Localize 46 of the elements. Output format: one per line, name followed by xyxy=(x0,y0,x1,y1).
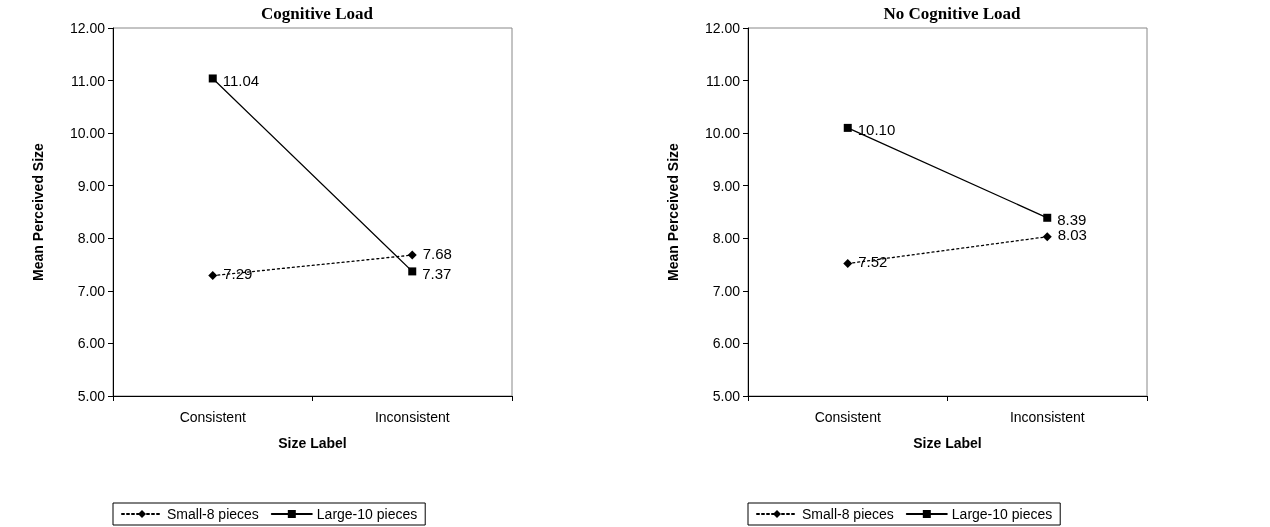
data-label: 8.39 xyxy=(1057,211,1087,229)
point xyxy=(843,259,853,269)
x-axis-title: Size Label xyxy=(913,435,982,451)
y-tick-label: 7.00 xyxy=(77,282,106,299)
data-label: 10.10 xyxy=(857,121,896,139)
y-tick-label: 5.00 xyxy=(712,388,741,404)
y-tick-label: 9.00 xyxy=(712,177,741,194)
x-axis-title: Size Label xyxy=(278,435,347,451)
data-label: 7.29 xyxy=(223,265,253,283)
y-tick-label: 5.00 xyxy=(77,388,106,404)
point xyxy=(843,123,852,132)
point xyxy=(1043,213,1052,222)
y-tick-label: 11.00 xyxy=(71,72,106,89)
y-tick-label: 8.00 xyxy=(77,230,106,247)
y-tick-label: 11.00 xyxy=(706,72,741,89)
point xyxy=(407,250,417,260)
y-tick-label: 9.00 xyxy=(77,177,106,194)
y-tick-label: 12.00 xyxy=(704,20,741,36)
chart-title: Cognitive Load xyxy=(261,4,374,23)
y-tick-label: 6.00 xyxy=(712,335,741,352)
data-label: 7.68 xyxy=(422,244,452,262)
y-tick-label: 10.00 xyxy=(69,125,106,142)
point xyxy=(408,267,417,276)
y-axis-title: Mean Perceived Size xyxy=(665,142,681,281)
y-tick-label: 10.00 xyxy=(704,125,741,142)
legend-label: Small-8 pieces xyxy=(167,506,259,522)
data-label: 11.04 xyxy=(222,71,260,89)
y-tick-label: 6.00 xyxy=(77,335,106,352)
legend-label: Small-8 pieces xyxy=(802,506,894,522)
legend-label: Large-10 pieces xyxy=(316,506,418,522)
data-label: 7.52 xyxy=(858,253,888,271)
data-label: 7.37 xyxy=(422,264,452,282)
x-tick-label: Inconsistent xyxy=(1009,409,1085,425)
point xyxy=(208,74,217,83)
y-tick-label: 8.00 xyxy=(712,230,741,247)
point xyxy=(1042,232,1052,242)
y-axis-title: Mean Perceived Size xyxy=(30,142,46,281)
data-label: 8.03 xyxy=(1057,226,1087,244)
y-tick-label: 12.00 xyxy=(69,20,106,36)
legend-label: Large-10 pieces xyxy=(951,506,1053,522)
chart-title: No Cognitive Load xyxy=(883,4,1022,23)
y-tick-label: 7.00 xyxy=(712,282,741,299)
x-tick-label: Inconsistent xyxy=(374,409,450,425)
x-tick-label: Consistent xyxy=(814,409,881,425)
x-tick-label: Consistent xyxy=(179,409,246,425)
point xyxy=(208,271,218,281)
